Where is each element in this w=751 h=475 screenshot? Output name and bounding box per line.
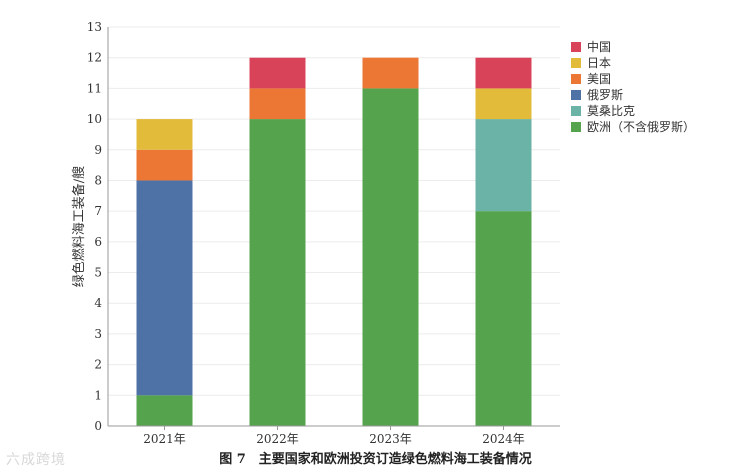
x-tick-labels: 2021年 2022年 2023年 2024年 (143, 432, 525, 446)
legend-label-1: 日本 (587, 56, 611, 70)
y-tick-label-7: 7 (94, 204, 102, 218)
y-tick-label-12: 12 (87, 51, 102, 65)
y-tick-label-0: 0 (94, 419, 102, 433)
figure-caption: 图 7 主要国家和欧洲投资订造绿色燃料海工装备情况 (219, 452, 532, 467)
legend-swatch-5 (571, 122, 581, 132)
bar-2024年-series-0 (475, 211, 532, 426)
legend-label-2: 美国 (587, 72, 611, 86)
y-tick-label-4: 4 (94, 296, 102, 310)
watermark: 六成跨境 (6, 452, 66, 468)
legend-label-5: 欧洲（不含俄罗斯） (587, 119, 695, 134)
legend-swatch-3 (571, 90, 581, 100)
bar-2021年-series-3 (136, 149, 193, 181)
y-tick-label-11: 11 (87, 81, 102, 95)
x-tick-label-2: 2023年 (369, 432, 412, 446)
x-tick-label-0: 2021年 (143, 432, 186, 446)
y-tick-label-9: 9 (94, 143, 102, 157)
bar-2021年-series-4 (136, 119, 193, 150)
axes (107, 27, 560, 430)
x-tick-label-1: 2022年 (256, 432, 299, 446)
bar-2024年-series-1 (475, 119, 532, 212)
y-tick-label-3: 3 (94, 327, 102, 341)
bar-2023年-series-3 (362, 57, 419, 89)
legend-swatch-1 (571, 58, 581, 68)
bar-2023年-series-0 (362, 88, 419, 426)
legend-swatch-2 (571, 74, 581, 84)
legend-swatch-4 (571, 106, 581, 116)
legend-label-3: 俄罗斯 (587, 88, 623, 102)
y-tick-label-1: 1 (94, 388, 102, 402)
legend-swatch-0 (571, 42, 581, 52)
y-tick-label-2: 2 (94, 358, 102, 372)
bar-2024年-series-4 (475, 88, 532, 120)
y-tick-label-5: 5 (94, 266, 102, 280)
bar-2021年-series-2 (136, 180, 193, 396)
y-tick-label-10: 10 (87, 112, 102, 126)
y-axis-label: 绿色燃料海工装备/艘 (71, 166, 87, 287)
legend-label-4: 莫桑比克 (587, 104, 635, 118)
bar-2024年-series-5 (475, 57, 532, 89)
legend-label-0: 中国 (587, 39, 611, 54)
bar-2022年-series-5 (249, 57, 306, 89)
y-tick-label-8: 8 (94, 173, 102, 187)
y-tick-label-6: 6 (94, 235, 102, 249)
bar-2022年-series-0 (249, 119, 306, 427)
bars-layer (136, 57, 532, 427)
bar-2021年-series-0 (136, 395, 193, 426)
x-tick-label-3: 2024年 (482, 432, 525, 446)
bar-2022年-series-3 (249, 88, 306, 120)
y-tick-label-13: 13 (87, 20, 102, 34)
